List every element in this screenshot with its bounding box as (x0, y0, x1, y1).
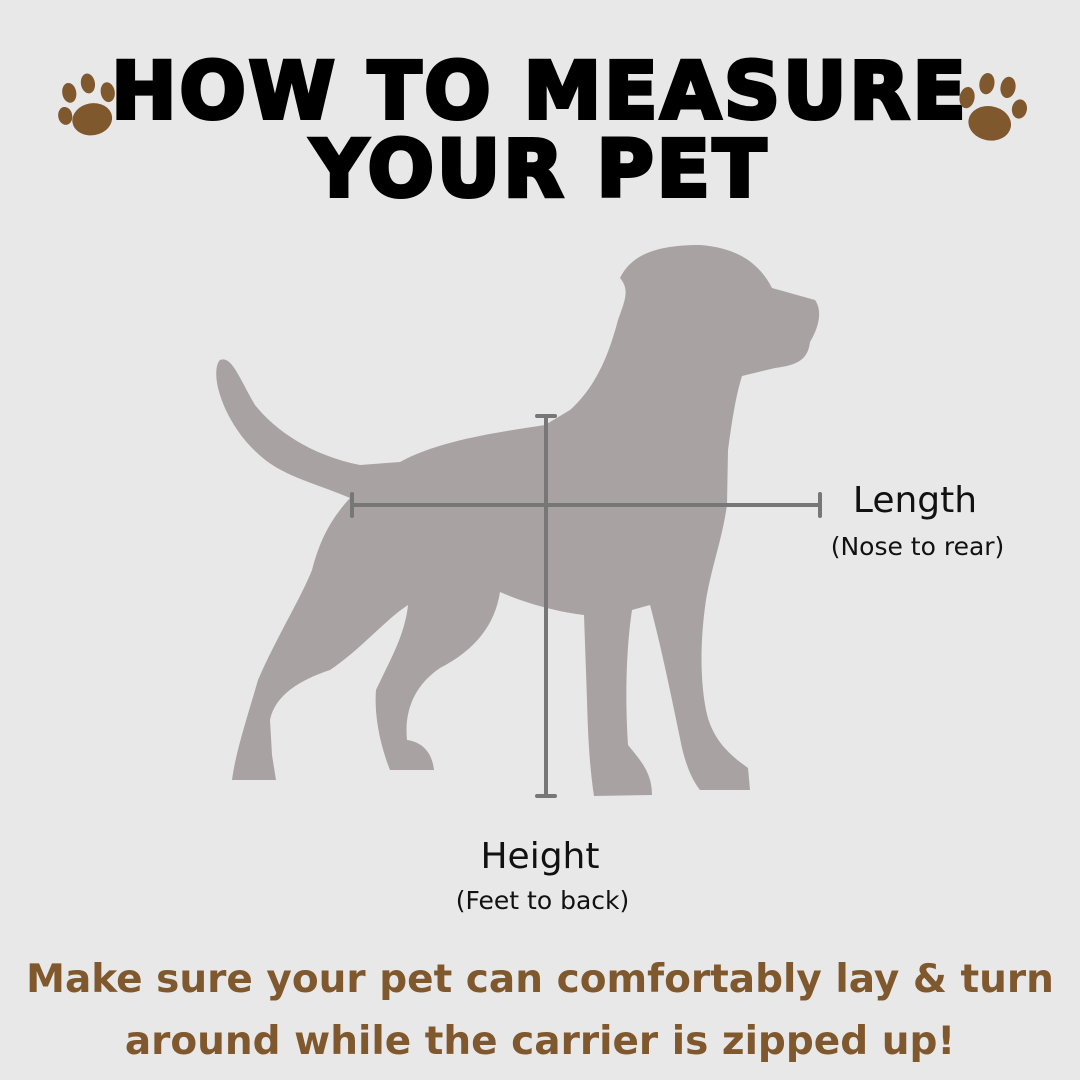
height-label: Height (480, 836, 600, 877)
title-line-1: HOW TO MEASURE (109, 47, 969, 137)
height-sublabel: (Feet to back) (455, 886, 630, 915)
dog-silhouette (216, 245, 820, 796)
length-sublabel: (Nose to rear) (830, 532, 1005, 561)
note-line-1: Make sure your pet can comfortably lay &… (26, 957, 1054, 1002)
paw-print-icon (58, 73, 115, 136)
paw-print-icon (959, 73, 1028, 141)
title-line-2: YOUR PET (309, 125, 770, 215)
length-label: Length (852, 480, 978, 521)
note-line-2: around while the carrier is zipped up! (124, 1019, 956, 1064)
